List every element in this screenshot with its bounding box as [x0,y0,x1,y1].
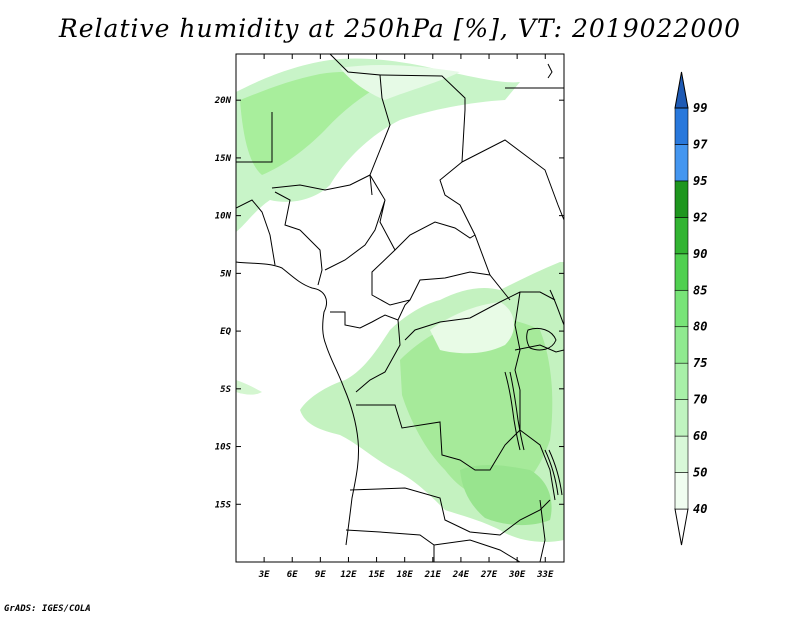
colorbar-label: 99 [693,101,707,115]
colorbar-segment [674,107,689,145]
humidity-region-southeast [460,465,552,526]
colorbar-segment [674,180,689,218]
colorbar-upper-triangle [674,71,689,109]
lon-tick-label: 24E [452,570,470,580]
coast-east [547,63,564,326]
humidity-region-west-strip [236,380,262,395]
grads-credit: GrADS: IGES/COLA [4,604,91,614]
lake-tanganyika [504,371,525,451]
colorbar-label: 92 [693,210,707,224]
lake-victoria [526,327,557,351]
colorbar-segment [674,217,689,255]
country-borders [236,54,564,562]
colorbar-segment [674,253,689,291]
humidity-region-south-core [400,318,553,505]
colorbar-segment [674,472,689,510]
lon-tick-label: 9E [315,570,326,580]
border-west-africa [236,112,371,286]
colorbar: 40 50 60 70 75 80 85 90 92 95 97 99 [674,71,708,546]
lon-tick-label: 3E [258,570,270,580]
lat-tick-label: 10N [215,212,232,222]
latitude-axis: 20N 15N 10N 5N EQ 5S 10S 15S [214,96,564,510]
lat-tick-label: 5S [220,385,231,395]
lon-tick-label: 30E [508,570,526,580]
border-nigeria-chad [324,174,491,306]
border-south [345,404,556,562]
colorbar-lower-triangle [674,508,689,546]
border-sahara [329,54,564,301]
lat-tick-label: EQ [220,327,231,337]
humidity-region-south-light [430,302,515,354]
chart-title: Relative humidity at 250hPa [%], VT: 201… [58,14,742,43]
colorbar-segment [674,362,689,400]
colorbar-label: 50 [693,466,707,480]
colorbar-label: 85 [693,283,707,297]
lon-tick-label: 21E [424,570,442,580]
map-frame [235,53,565,563]
border-central-africa [330,291,564,430]
lat-tick-label: 15S [215,500,232,510]
lon-tick-label: 27E [480,570,498,580]
colorbar-segment [674,289,689,328]
lon-tick-label: 12E [340,570,357,580]
colorbar-label: 40 [693,502,707,516]
colorbar-label: 95 [693,174,707,188]
lon-tick-label: 15E [368,570,385,580]
longitude-axis: 3E 6E 9E 12E 15E 18E 21E 24E 27E 30E 33E [258,54,554,580]
colorbar-segment [674,144,689,182]
humidity-region-north-core [240,71,395,175]
colorbar-label: 75 [693,356,707,370]
humidity-field [236,58,564,542]
lat-tick-label: 10S [215,443,232,453]
colorbar-label: 80 [693,320,707,334]
lon-tick-label: 6E [287,570,298,580]
coastline-west [236,261,359,546]
colorbar-segment [674,326,689,364]
colorbar-label: 70 [693,393,707,407]
colorbar-label: 97 [693,137,708,151]
lat-tick-label: 5N [220,269,231,279]
lake-malawi [544,449,563,496]
colorbar-segment [674,435,689,473]
lat-tick-label: 15N [215,154,232,164]
lat-tick-label: 20N [214,96,232,106]
lon-tick-label: 18E [397,570,414,580]
colorbar-label: 60 [693,429,707,443]
colorbar-label: 90 [693,247,707,261]
colorbar-segment [674,399,689,437]
lon-tick-label: 33E [536,570,554,580]
